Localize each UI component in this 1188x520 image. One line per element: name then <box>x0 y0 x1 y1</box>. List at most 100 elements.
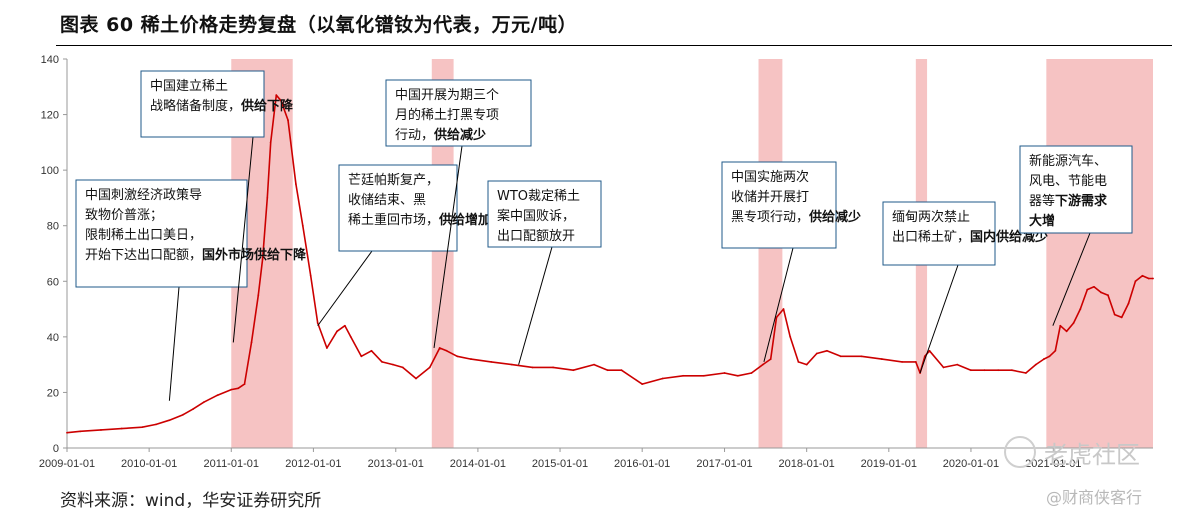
x-tick-label: 2021-01-01 <box>1025 458 1081 470</box>
price-point <box>1072 322 1075 324</box>
price-point <box>860 355 863 358</box>
source-note: 资料来源：wind，华安证券研究所 <box>60 491 322 511</box>
price-point <box>230 388 233 391</box>
price-point <box>257 294 260 297</box>
price-point <box>261 258 264 260</box>
title-rule <box>56 45 1172 46</box>
price-point <box>702 374 705 377</box>
x-tick-label: 2020-01-01 <box>943 458 999 470</box>
y-tick-label: 40 <box>47 332 59 344</box>
price-point <box>1100 291 1102 294</box>
annotation-box <box>75 179 248 288</box>
annotation-text: 战略储备制度，供给下降 <box>150 98 294 114</box>
price-point <box>168 419 171 422</box>
annotation-line: 案中国败诉， <box>497 209 575 224</box>
annotation-box <box>1019 145 1133 234</box>
price-point <box>202 401 205 404</box>
annotation-text: WTO裁定稀土 <box>497 188 580 204</box>
x-tick-label: 2010-01-01 <box>121 458 177 470</box>
annotation-bold-text: 供给减少 <box>433 127 486 143</box>
price-point <box>510 363 513 366</box>
x-tick-label: 2012-01-01 <box>285 458 341 470</box>
annotation-box <box>882 201 996 266</box>
x-tick-label: 2017-01-01 <box>696 458 752 470</box>
price-point <box>826 349 828 352</box>
price-point <box>880 358 883 360</box>
x-tick-label: 2014-01-01 <box>450 458 506 470</box>
annotation-text: 行动，供给减少 <box>395 127 486 143</box>
annotation-text: 中国刺激经济政策导 <box>85 187 202 203</box>
price-point <box>942 366 945 369</box>
price-point <box>141 426 144 429</box>
price-point <box>266 197 269 199</box>
chart-title: 图表 60 稀土价格走势复盘（以氧化镨钕为代表，万元/吨） <box>60 14 578 36</box>
annotation-pointer <box>433 145 463 349</box>
x-tick-label: 2016-01-01 <box>614 458 670 470</box>
price-point <box>1048 355 1051 358</box>
x-tick-label: 2011-01-01 <box>204 458 259 470</box>
price-point <box>243 383 246 385</box>
price-point <box>1141 274 1144 277</box>
watermark-secondary: @财商侠客行 <box>1046 488 1143 507</box>
highlight-band <box>758 59 783 448</box>
y-tick-label: 140 <box>41 54 59 66</box>
annotation-box <box>721 161 837 249</box>
price-point <box>736 374 739 377</box>
annotation-text: 中国建立稀土 <box>150 79 228 94</box>
annotation-text: 案中国败诉， <box>497 209 575 224</box>
price-point <box>470 358 472 360</box>
price-point <box>983 369 986 372</box>
y-tick-label: 20 <box>47 387 59 399</box>
price-point <box>428 366 431 369</box>
price-point <box>392 363 394 366</box>
price-point <box>287 119 289 122</box>
price-point <box>344 324 346 327</box>
price-point <box>572 369 575 372</box>
price-point <box>606 369 609 372</box>
annotation-text: 器等下游需求 <box>1029 193 1108 209</box>
price-point <box>839 355 842 358</box>
annotation-line: 缅甸两次禁止 <box>892 209 970 225</box>
annotation-text: 芒廷帕斯复产， <box>348 172 439 188</box>
x-tick-label: 2009-01-01 <box>39 458 95 470</box>
price-point <box>275 94 278 97</box>
x-tick-label: 2019-01-01 <box>861 458 917 470</box>
price-point <box>805 363 808 366</box>
price-point <box>1134 280 1137 283</box>
price-point <box>1093 285 1095 288</box>
price-point <box>66 431 68 434</box>
price-point <box>381 360 383 363</box>
price-point <box>1059 324 1062 327</box>
price-point <box>1086 288 1089 291</box>
watermark-logo-icon <box>1004 436 1036 468</box>
price-point <box>1065 330 1068 333</box>
price-point <box>1113 313 1116 316</box>
annotation-line: 行动， <box>395 128 434 143</box>
annotation-box <box>338 164 458 252</box>
price-point <box>294 183 297 185</box>
price-point <box>815 352 818 355</box>
price-point <box>1107 294 1109 297</box>
price-point <box>928 349 931 352</box>
price-point <box>682 374 685 377</box>
price-point <box>769 358 772 360</box>
price-point <box>79 430 82 433</box>
price-point <box>301 224 304 227</box>
annotation-text: 缅甸两次禁止 <box>892 209 970 225</box>
price-point <box>1120 316 1123 319</box>
price-point <box>438 347 441 349</box>
annotation-pointer <box>317 250 373 327</box>
price-point <box>316 322 319 324</box>
price-point <box>192 408 194 410</box>
annotation-box <box>487 180 602 248</box>
price-point <box>552 366 554 369</box>
y-tick-label: 0 <box>53 443 59 455</box>
price-point <box>789 335 792 338</box>
price-point <box>100 429 102 431</box>
price-point <box>1079 308 1082 310</box>
price-point <box>326 347 328 349</box>
annotation-text: 新能源汽车、 <box>1029 153 1107 169</box>
price-point <box>531 366 534 369</box>
price-point <box>661 377 664 380</box>
